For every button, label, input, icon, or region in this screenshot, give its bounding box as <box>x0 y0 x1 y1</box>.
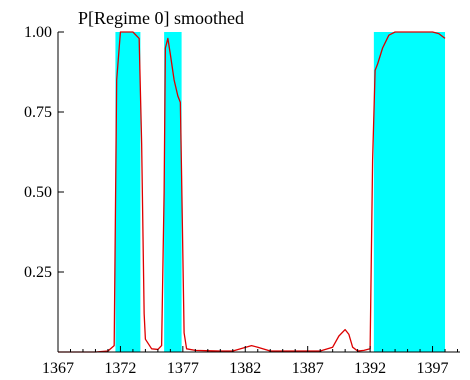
y-tick-label: 1.00 <box>24 24 52 41</box>
y-tick-label: 0.50 <box>24 184 52 201</box>
shaded-region-1 <box>115 32 141 352</box>
shaded-region-3 <box>373 32 446 352</box>
x-tick-label: 1392 <box>354 360 386 377</box>
y-axis-ticks: 0.25 0.50 0.75 1.00 <box>24 24 64 281</box>
legend: P[Regime 0] smoothed <box>78 8 244 28</box>
shaded-region-2 <box>164 32 182 352</box>
x-tick-label: 1387 <box>292 360 324 377</box>
shaded-regions <box>115 32 446 352</box>
x-tick-label: 1382 <box>229 360 261 377</box>
x-tick-label: 1397 <box>417 360 449 377</box>
y-tick-label: 0.75 <box>24 104 52 121</box>
x-tick-label: 1377 <box>167 360 199 377</box>
x-axis-ticks: 1367 1372 1377 1382 1387 1392 1397 <box>42 346 459 377</box>
legend-entry-label: P[Regime 0] smoothed <box>78 8 244 28</box>
x-tick-label: 1372 <box>104 360 136 377</box>
x-tick-label: 1367 <box>42 360 74 377</box>
y-tick-label: 0.25 <box>24 264 52 281</box>
